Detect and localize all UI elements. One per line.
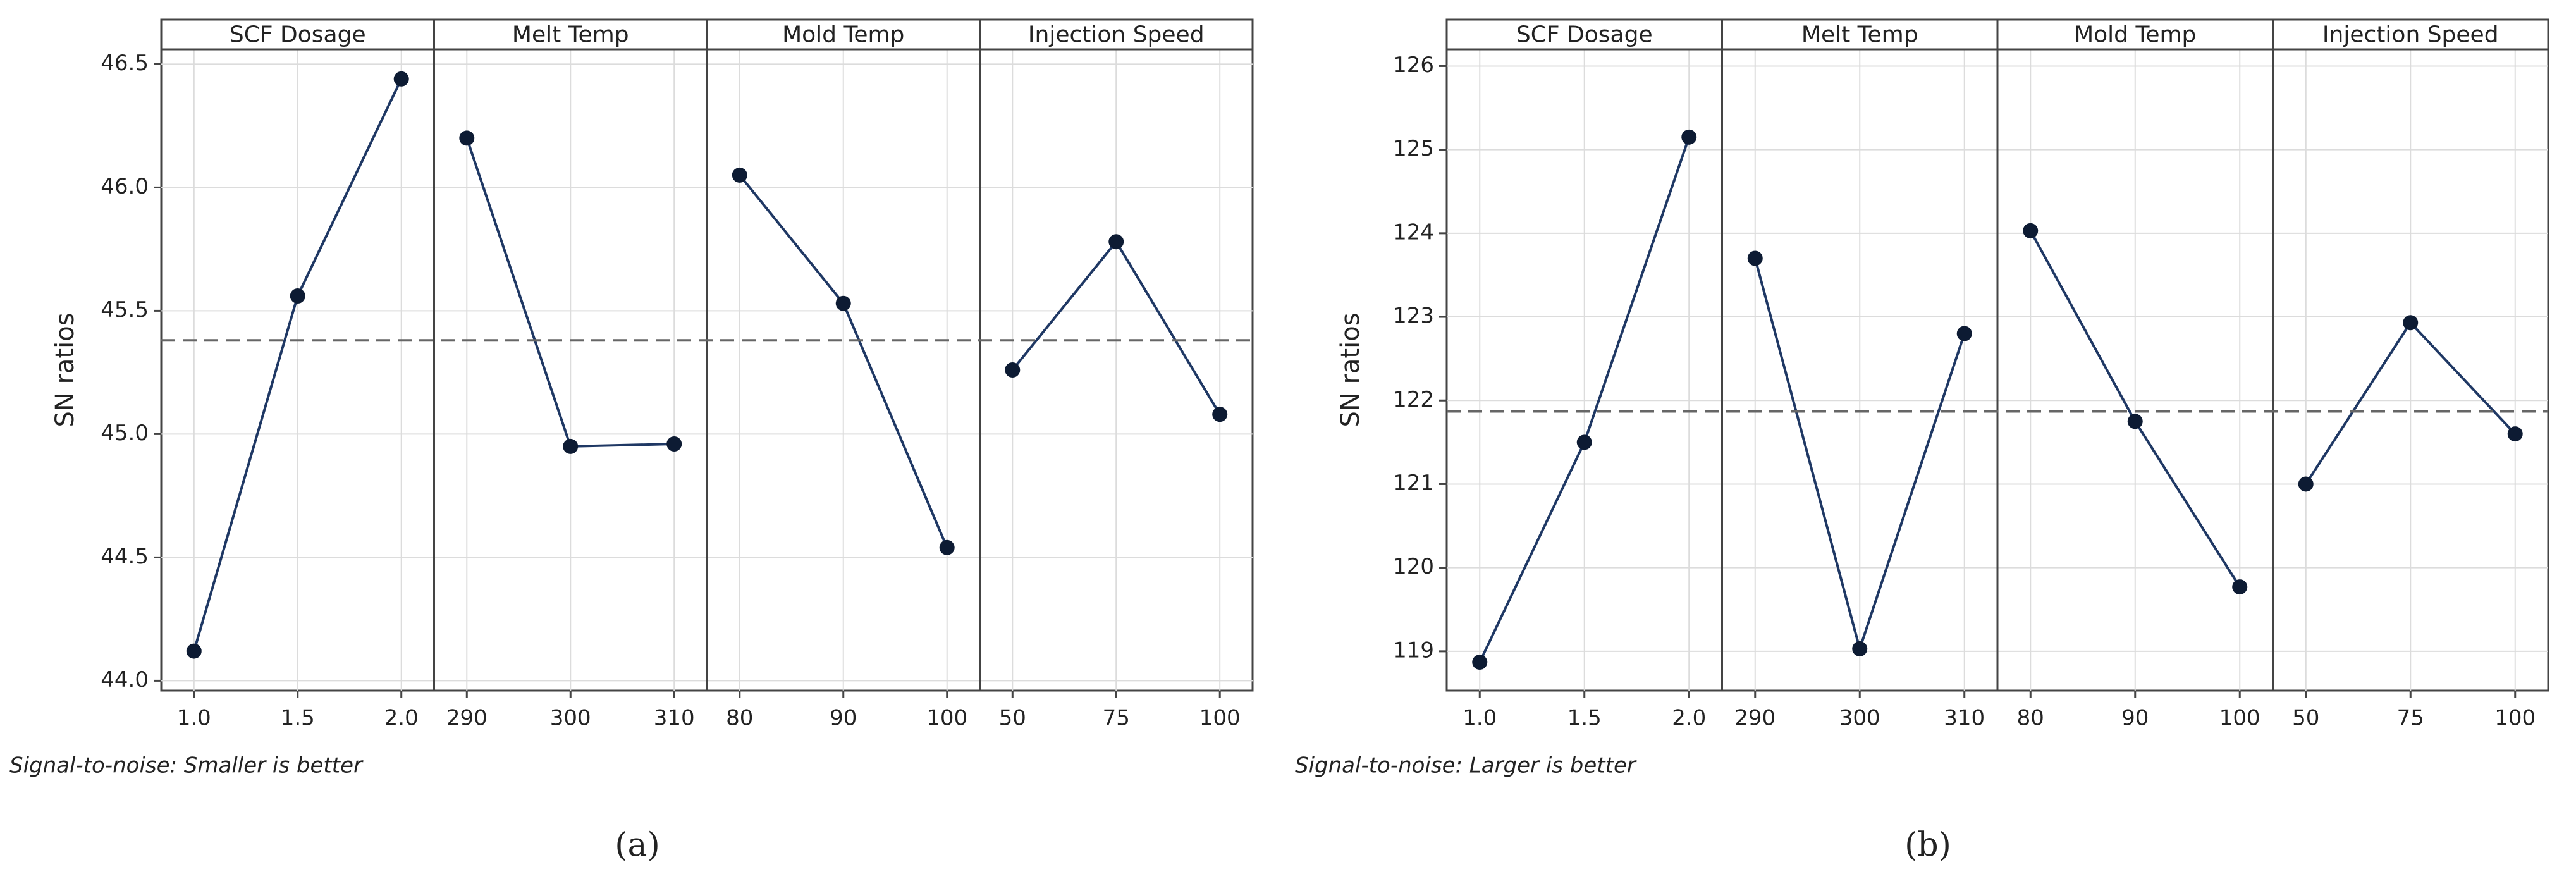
effect-point (393, 71, 409, 87)
panel-title: Mold Temp (2074, 22, 2196, 48)
y-tick-label: 44.5 (101, 544, 149, 569)
panel-title: Injection Speed (2322, 22, 2499, 48)
x-tick-label: 310 (654, 706, 695, 731)
x-tick-label: 290 (1734, 706, 1776, 731)
effect-point (1956, 326, 1972, 341)
x-tick-label: 50 (2292, 706, 2319, 731)
x-tick-label: 2.0 (384, 706, 419, 731)
y-tick-label: 45.5 (101, 297, 149, 323)
x-tick-label: 290 (446, 706, 488, 731)
effect-point (666, 436, 682, 452)
effect-point (186, 643, 202, 659)
x-tick-label: 1.5 (281, 706, 315, 731)
x-tick-label: 300 (550, 706, 591, 731)
panel-title: Mold Temp (782, 22, 904, 48)
panel-title: Melt Temp (512, 22, 629, 48)
x-tick-label: 75 (1103, 706, 1130, 731)
effect-point (1212, 407, 1228, 422)
effect-point (563, 438, 579, 454)
effect-point (2232, 579, 2248, 595)
effect-point (1472, 655, 1488, 670)
effect-point (459, 130, 475, 146)
effect-point (939, 539, 955, 555)
effect-point (2507, 426, 2523, 442)
y-tick-label: 44.0 (101, 667, 149, 692)
y-tick-label: 122 (1393, 387, 1434, 412)
y-tick-label: 124 (1393, 219, 1434, 245)
y-tick-label: 46.0 (101, 174, 149, 199)
x-tick-label: 100 (926, 706, 967, 731)
x-tick-label: 90 (2121, 706, 2149, 731)
x-tick-label: 80 (2017, 706, 2044, 731)
panel-title: Melt Temp (1801, 22, 1918, 48)
effect-point (1681, 129, 1697, 145)
effect-point (1108, 234, 1124, 250)
y-axis-label: SN ratios (1336, 312, 1365, 427)
y-tick-label: 121 (1393, 471, 1434, 496)
effect-point (1005, 362, 1021, 378)
x-tick-label: 75 (2397, 706, 2424, 731)
effect-point (835, 295, 851, 311)
footnote: Signal-to-noise: Smaller is better (9, 753, 364, 778)
effect-point (1576, 434, 1592, 450)
y-tick-label: 119 (1393, 637, 1434, 663)
effect-point (290, 288, 305, 304)
x-tick-label: 2.0 (1672, 706, 1706, 731)
effect-point (2403, 315, 2419, 331)
y-tick-label: 126 (1393, 52, 1434, 78)
effect-point (732, 167, 747, 183)
x-tick-label: 1.5 (1567, 706, 1602, 731)
panel-title: SCF Dosage (230, 22, 366, 48)
x-tick-label: 90 (830, 706, 857, 731)
y-tick-label: 120 (1393, 554, 1434, 579)
x-tick-label: 50 (999, 706, 1026, 731)
y-tick-label: 125 (1393, 136, 1434, 161)
effect-point (2298, 476, 2314, 492)
x-tick-label: 1.0 (177, 706, 211, 731)
x-tick-label: 1.0 (1463, 706, 1497, 731)
panel-title: SCF Dosage (1516, 22, 1653, 48)
y-axis-label: SN ratios (51, 312, 80, 427)
effect-point (1747, 250, 1763, 266)
effect-point (1852, 641, 1868, 656)
effect-point (2127, 414, 2143, 429)
y-tick-label: 45.0 (101, 421, 149, 446)
x-tick-label: 100 (2494, 706, 2536, 731)
x-tick-label: 310 (1944, 706, 1985, 731)
caption: (a) (615, 827, 660, 864)
panel-title: Injection Speed (1028, 22, 1205, 48)
x-tick-label: 300 (1839, 706, 1880, 731)
footnote: Signal-to-noise: Larger is better (1295, 753, 1637, 778)
x-tick-label: 80 (726, 706, 753, 731)
x-tick-label: 100 (1199, 706, 1241, 731)
y-tick-label: 123 (1393, 304, 1434, 329)
caption: (b) (1904, 827, 1951, 864)
y-tick-label: 46.5 (101, 51, 149, 76)
effect-point (2023, 223, 2039, 238)
x-tick-label: 100 (2219, 706, 2260, 731)
